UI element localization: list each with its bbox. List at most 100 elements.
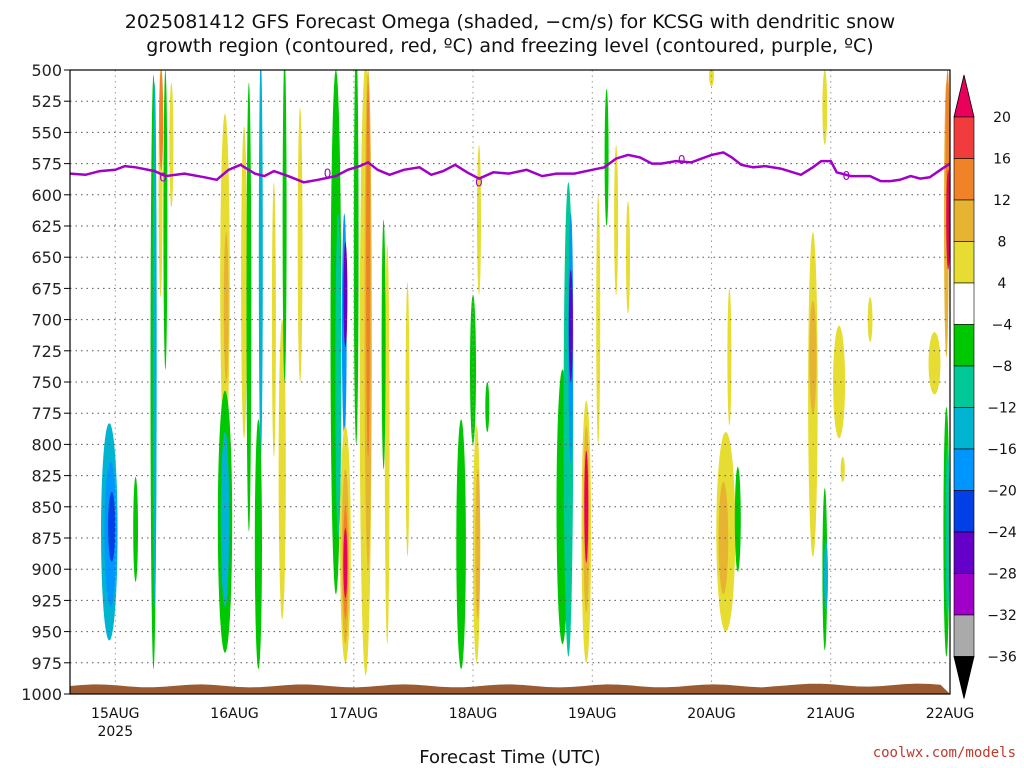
- colorbar-label: −12: [987, 401, 1017, 417]
- omega-shaded-region-49: [584, 450, 589, 563]
- colorbar-swatch-7: [953, 365, 975, 408]
- freezing-level-contour-label-0: 0: [159, 170, 167, 184]
- omega-shaded-region-53: [626, 201, 630, 314]
- omega-shaded-region-42: [485, 382, 490, 432]
- y-tick-label: 800: [31, 435, 62, 454]
- credit-link[interactable]: coolwx.com/models: [873, 745, 1016, 761]
- omega-shaded-region-69: [945, 444, 950, 620]
- y-tick-label: 750: [31, 373, 62, 392]
- x-tick-label: 16AUG: [210, 706, 259, 722]
- omega-shaded-region-60: [809, 300, 817, 414]
- omega-shaded-region-36: [405, 282, 410, 557]
- colorbar-swatch-4: [953, 241, 975, 284]
- omega-shaded-region-67: [928, 332, 941, 395]
- x-axis-title: Forecast Time (UTC): [419, 747, 600, 768]
- colorbar-swatch-11: [953, 531, 975, 574]
- freezing-level-contour-label-2: 0: [475, 175, 483, 189]
- colorbar-label: −24: [987, 525, 1017, 541]
- x-tick-label: 17AUG: [330, 706, 379, 722]
- colorbar-swatch-2: [953, 158, 975, 201]
- colorbar-label: 8: [998, 235, 1007, 251]
- omega-shaded-region-2: [108, 491, 116, 562]
- x-tick-label: 15AUG: [91, 706, 140, 722]
- omega-shaded-region-17: [254, 419, 262, 669]
- y-tick-label: 925: [31, 591, 62, 610]
- omega-shaded-region-15: [246, 82, 252, 532]
- freezing-level-contour-label-1: 0: [324, 167, 332, 181]
- omega-shaded-region-23: [335, 213, 342, 539]
- omega-shaded-region-52: [614, 144, 619, 295]
- colorbar-label: −16: [987, 442, 1017, 458]
- x-tick-label: 21AUG: [807, 706, 856, 722]
- omega-shaded-region-64: [822, 70, 828, 145]
- omega-shaded-region-21: [297, 107, 303, 382]
- omega-shaded-region-72: [946, 169, 950, 270]
- omega-shaded-region-37: [456, 419, 466, 669]
- omega-shaded-region-41: [477, 144, 481, 295]
- omega-shaded-region-38: [470, 294, 476, 445]
- y-tick-label: 700: [31, 311, 62, 330]
- chart-title-line-2: growth region (contoured, red, ºC) and f…: [146, 35, 873, 57]
- colorbar-label: −8: [992, 359, 1013, 375]
- omega-shaded-region-56: [734, 466, 741, 572]
- y-tick-label: 875: [31, 529, 62, 548]
- omega-shaded-region-5: [152, 82, 157, 607]
- y-tick-label: 950: [31, 623, 62, 642]
- colorbar-label: −28: [987, 567, 1017, 583]
- x-tick-sublabel: 2025: [97, 724, 133, 740]
- omega-shaded-region-62: [824, 540, 828, 611]
- y-tick-label: 625: [31, 217, 62, 236]
- x-tick-label: 18AUG: [449, 706, 498, 722]
- y-axis-ticks: 500 525 550 575 600 625 650 675 700 725 750 775 800 8…: [21, 61, 70, 704]
- colorbar-label: −20: [987, 484, 1017, 500]
- omega-shaded-region-51: [604, 88, 609, 227]
- omega-shaded-region-57: [727, 288, 732, 426]
- omega-shaded-region-25: [343, 242, 348, 347]
- colorbar-swatch-3: [953, 199, 975, 242]
- y-tick-label: 850: [31, 498, 62, 517]
- omega-shaded-region-19: [278, 319, 286, 620]
- y-tick-label: 775: [31, 404, 62, 423]
- freezing-level-line: [70, 151, 950, 184]
- colorbar-bottom-arrow: [953, 656, 975, 699]
- omega-shaded-region-3: [133, 476, 139, 582]
- colorbar-label: 16: [993, 152, 1011, 168]
- y-tick-label: 675: [31, 279, 62, 298]
- colorbar-label: −4: [992, 318, 1013, 334]
- omega-shaded-region-66: [840, 456, 845, 482]
- omega-shaded-region-55: [718, 481, 729, 595]
- y-tick-label: 725: [31, 342, 62, 361]
- x-tick-label: 22AUG: [926, 706, 975, 722]
- colorbar-label: −32: [987, 608, 1017, 624]
- colorbar-swatch-9: [953, 448, 975, 491]
- omega-shaded-region-34: [384, 244, 390, 645]
- colorbar-swatch-12: [953, 573, 975, 616]
- y-tick-label: 650: [31, 248, 62, 267]
- omega-shaded-region-33: [366, 82, 371, 457]
- omega-shaded-region-30: [353, 70, 359, 445]
- omega-shaded-region-35: [381, 219, 386, 470]
- omega-shaded-region-20: [282, 70, 287, 382]
- y-tick-label: 825: [31, 467, 62, 486]
- omega-shaded-region-63: [833, 325, 846, 439]
- y-tick-label: 975: [31, 654, 62, 673]
- colorbar-label: 4: [998, 276, 1007, 292]
- omega-shaded-region-40: [475, 469, 481, 620]
- omega-shaded-region-11: [223, 232, 229, 382]
- y-tick-label: 600: [31, 186, 62, 205]
- colorbar-swatch-10: [953, 490, 975, 533]
- freezing-level-contour-label-4: 0: [842, 169, 850, 183]
- freezing-level-contour-label-3: 0: [678, 153, 686, 167]
- y-tick-label: 500: [31, 61, 62, 80]
- y-tick-label: 550: [31, 123, 62, 142]
- y-tick-label: 525: [31, 92, 62, 111]
- surface-terrain-band: [70, 683, 950, 694]
- colorbar-top-arrow: [953, 74, 975, 118]
- omega-shaded-region-16: [258, 70, 263, 457]
- colorbar-legend: 20 16 12 8 4 −4 −8 −12 −16 −20 −24 −28 −32 −36: [953, 74, 1017, 699]
- omega-shaded-region-58: [709, 70, 714, 87]
- colorbar-swatch-5: [953, 282, 975, 325]
- y-tick-label: 575: [31, 155, 62, 174]
- freezing-level-contour-layer: 0 0 0 0 0: [70, 151, 950, 189]
